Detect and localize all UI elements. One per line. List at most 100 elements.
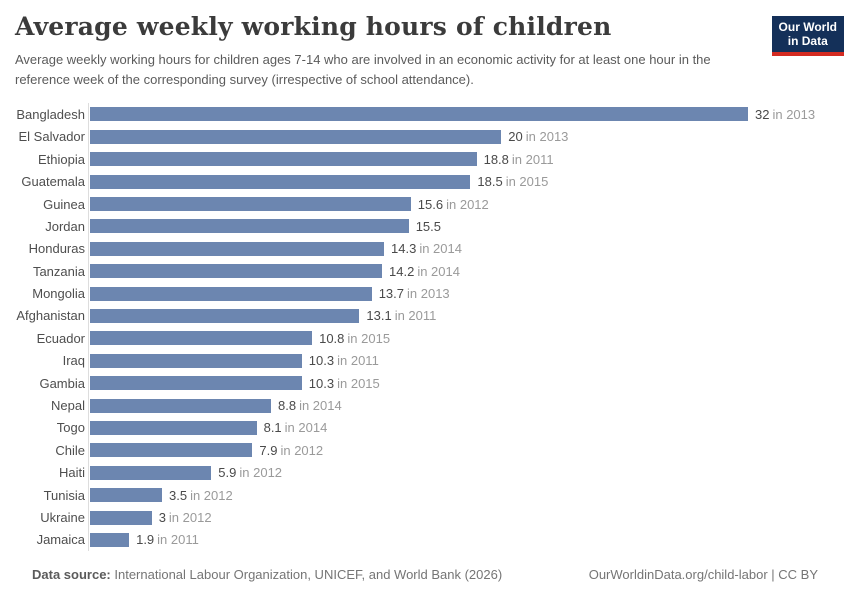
chart-row: Tanzania 14.2 in 2014 xyxy=(15,260,835,283)
chart-row: Iraq 10.3 in 2011 xyxy=(15,349,835,372)
chart-row: Togo 8.1 in 2014 xyxy=(15,416,835,440)
value-label: 7.9 xyxy=(259,442,278,458)
bar-track: 13.7 in 2013 xyxy=(88,282,835,305)
value-label: 5.9 xyxy=(218,465,237,481)
country-label: Gambia xyxy=(39,375,85,391)
country-label: Bangladesh xyxy=(16,106,85,122)
chart-row: Guatemala 18.5 in 2015 xyxy=(15,170,835,193)
bar[interactable] xyxy=(90,308,360,323)
value-label: 10.3 xyxy=(308,353,335,369)
chart-row: El Salvador 20 in 2013 xyxy=(15,125,835,149)
bar[interactable] xyxy=(90,488,162,503)
bar[interactable] xyxy=(90,510,152,525)
value-label: 14.2 xyxy=(389,263,415,279)
country-label: Chile xyxy=(55,442,85,458)
value-label: 14.3 xyxy=(391,241,417,257)
owid-logo-line2: in Data xyxy=(787,34,828,49)
bar-track: 32 in 2013 xyxy=(88,103,835,126)
bar[interactable] xyxy=(90,152,477,167)
value-label: 8.8 xyxy=(278,398,297,414)
year-label: in 2014 xyxy=(284,420,328,436)
chart-row: Nepal 8.8 in 2014 xyxy=(15,394,835,417)
country-label: El Salvador xyxy=(18,129,85,145)
bar-track: 15.6 in 2012 xyxy=(88,192,835,216)
data-source: Data source: International Labour Organi… xyxy=(32,567,502,582)
owid-logo-line1: Our World xyxy=(778,20,837,34)
value-label: 10.8 xyxy=(319,330,345,346)
country-label: Nepal xyxy=(51,398,85,414)
bar-track: 10.3 in 2011 xyxy=(88,349,835,372)
value-label: 15.5 xyxy=(415,218,441,234)
bar[interactable] xyxy=(90,241,384,256)
credit-link[interactable]: OurWorldinData.org/child-labor | CC BY xyxy=(588,567,818,583)
bar-track: 13.1 in 2011 xyxy=(88,304,835,328)
bar[interactable] xyxy=(90,353,302,368)
chart-page: Our World in Data Average weekly working… xyxy=(15,12,844,582)
year-label: in 2013 xyxy=(407,286,450,302)
chart-row: Ethiopia 18.8 in 2011 xyxy=(15,148,835,171)
bar[interactable] xyxy=(90,331,313,346)
bar[interactable] xyxy=(90,197,411,212)
country-label: Togo xyxy=(56,420,85,436)
chart-row: Bangladesh 32 in 2013 xyxy=(15,103,835,126)
data-source-label: Data source: xyxy=(32,567,111,583)
value-label: 8.1 xyxy=(263,420,282,436)
bar[interactable] xyxy=(90,129,502,144)
bar[interactable] xyxy=(90,398,271,413)
chart-row: Mongolia 13.7 in 2013 xyxy=(15,282,835,305)
chart-footer: Data source: International Labour Organi… xyxy=(15,551,835,582)
chart-row: Gambia 10.3 in 2015 xyxy=(15,371,835,395)
bar[interactable] xyxy=(90,465,212,480)
value-label: 18.8 xyxy=(483,151,509,167)
value-label: 3 xyxy=(158,510,166,525)
year-label: in 2012 xyxy=(239,465,283,481)
chart-row: Ecuador 10.8 in 2015 xyxy=(15,327,835,350)
bar[interactable] xyxy=(90,174,471,189)
year-label: in 2013 xyxy=(525,129,569,145)
country-label: Ukraine xyxy=(40,510,85,525)
bar[interactable] xyxy=(90,219,409,234)
bar[interactable] xyxy=(90,264,382,279)
bar-track: 8.8 in 2014 xyxy=(88,394,835,417)
year-label: in 2015 xyxy=(337,375,380,391)
value-label: 13.1 xyxy=(366,308,392,324)
chart-row: Chile 7.9 in 2012 xyxy=(15,439,835,462)
value-label: 13.7 xyxy=(378,286,404,302)
bar[interactable] xyxy=(90,107,748,122)
chart-row: Tunisia 3.5 in 2012 xyxy=(15,483,835,507)
country-label: Ecuador xyxy=(36,330,85,346)
bar-track: 1.9 in 2011 xyxy=(88,528,835,552)
bar[interactable] xyxy=(90,286,372,301)
chart-row: Guinea 15.6 in 2012 xyxy=(15,192,835,216)
bar[interactable] xyxy=(90,376,302,391)
year-label: in 2013 xyxy=(772,106,816,122)
value-label: 18.5 xyxy=(477,174,503,190)
year-label: in 2012 xyxy=(446,196,489,212)
chart-title: Average weekly working hours of children xyxy=(15,12,612,41)
country-label: Iraq xyxy=(62,353,85,369)
value-label: 32 xyxy=(755,106,770,122)
year-label: in 2014 xyxy=(299,398,342,414)
year-label: in 2012 xyxy=(280,442,324,458)
value-label: 20 xyxy=(508,129,523,145)
country-label: Haiti xyxy=(58,465,85,481)
bar-track: 10.8 in 2015 xyxy=(88,327,835,350)
bar[interactable] xyxy=(90,532,130,547)
bar-track: 3 in 2012 xyxy=(88,506,835,529)
year-label: in 2014 xyxy=(417,263,460,279)
bar[interactable] xyxy=(90,420,257,435)
bar[interactable] xyxy=(90,443,253,458)
chart-row: Haiti 5.9 in 2012 xyxy=(15,461,835,484)
country-label: Honduras xyxy=(28,241,85,257)
year-label: in 2011 xyxy=(511,151,554,167)
bar-track: 20 in 2013 xyxy=(88,125,835,149)
owid-logo[interactable]: Our World in Data xyxy=(771,16,844,56)
bar-track: 5.9 in 2012 xyxy=(88,461,835,484)
bar-track: 18.5 in 2015 xyxy=(88,170,835,193)
value-label: 1.9 xyxy=(136,532,155,548)
bar-track: 8.1 in 2014 xyxy=(88,416,835,440)
country-label: Afghanistan xyxy=(16,308,85,324)
country-label: Guinea xyxy=(43,196,85,212)
year-label: in 2014 xyxy=(419,241,462,257)
chart-subtitle: Average weekly working hours for childre… xyxy=(15,52,711,88)
